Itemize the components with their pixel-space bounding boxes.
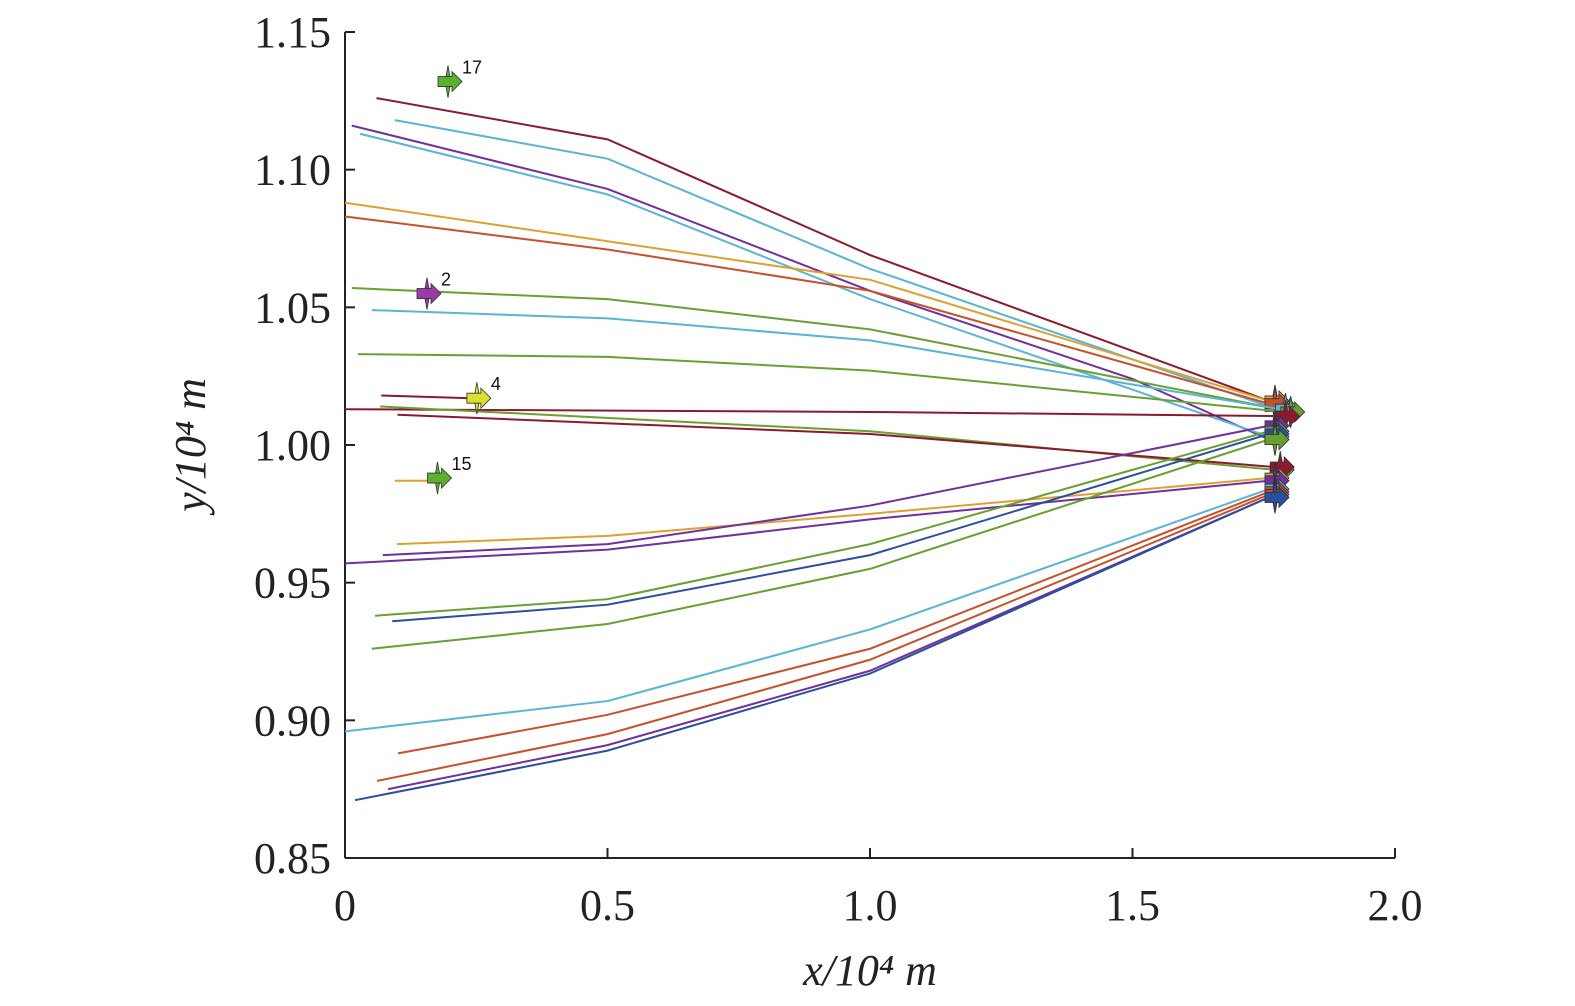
trajectory (381, 394, 472, 400)
trajectory (344, 215, 1270, 405)
trajectory (371, 438, 1270, 650)
trajectory (392, 433, 1270, 623)
trajectory (344, 408, 1280, 418)
aircraft-marker (437, 65, 463, 98)
trajectory (344, 479, 1270, 565)
trajectory (344, 488, 1270, 733)
trajectory (394, 119, 1270, 408)
aircraft-marker (1264, 481, 1290, 514)
y-tick-label: 1.15 (254, 8, 331, 57)
y-tick-label: 1.05 (254, 283, 331, 332)
aircraft-marker (466, 382, 492, 415)
marker-label: 2 (441, 270, 451, 290)
trajectory (376, 97, 1270, 402)
trajectory (397, 490, 1270, 755)
marker-label: 17 (462, 58, 482, 78)
x-tick-label: 0.5 (580, 881, 635, 930)
trajectory (376, 493, 1270, 782)
trajectory (397, 413, 1275, 469)
trajectory (374, 430, 1270, 617)
trajectory (358, 353, 1285, 413)
marker-label: 15 (452, 454, 472, 474)
trajectory (380, 405, 1275, 471)
y-tick-label: 1.00 (254, 421, 331, 470)
trajectory (344, 201, 1270, 402)
marker-label: 4 (491, 374, 501, 394)
x-tick-label: 1.0 (843, 881, 898, 930)
x-tick-label: 2.0 (1368, 881, 1423, 930)
x-axis-title: x/10⁴ m (802, 946, 937, 995)
y-axis-title: y/10⁴ m (166, 378, 215, 516)
x-tick-label: 0 (334, 881, 356, 930)
trajectory (351, 287, 1280, 411)
aircraft-marker (416, 277, 442, 310)
aircraft-marker (1264, 423, 1290, 456)
y-tick-label: 0.85 (254, 834, 331, 883)
trajectory (387, 496, 1270, 791)
aircraft-marker (427, 461, 453, 495)
trajectory (382, 424, 1270, 557)
x-tick-label: 1.5 (1105, 881, 1160, 930)
trajectory (354, 496, 1270, 802)
trajectory (351, 124, 1270, 441)
y-tick-label: 1.10 (254, 146, 331, 195)
trajectory (371, 309, 1280, 411)
y-tick-label: 0.95 (254, 559, 331, 608)
y-tick-label: 0.90 (254, 696, 331, 745)
